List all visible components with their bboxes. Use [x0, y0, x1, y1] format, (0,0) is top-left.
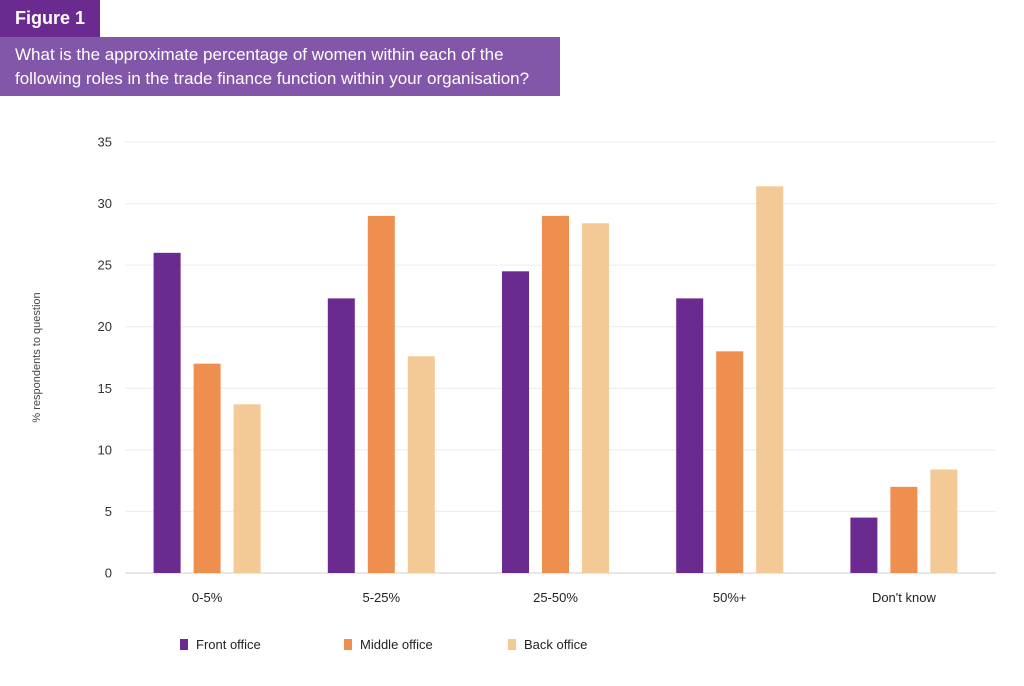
- bar: [716, 351, 743, 573]
- legend-label-back-office: Back office: [524, 637, 587, 652]
- bar: [368, 216, 395, 573]
- legend-label-middle-office: Middle office: [360, 637, 433, 652]
- x-category-label: 0-5%: [192, 590, 223, 605]
- y-tick-label: 20: [98, 319, 112, 334]
- bar: [930, 470, 957, 573]
- bar: [756, 186, 783, 573]
- y-tick-label: 35: [98, 135, 112, 150]
- bar: [328, 298, 355, 573]
- x-category-label: Don't know: [872, 590, 937, 605]
- bar: [542, 216, 569, 573]
- x-category-label: 50%+: [713, 590, 747, 605]
- legend-swatch-front-office: [180, 639, 188, 650]
- y-axis-label: % respondents to question: [31, 292, 43, 422]
- legend-item-front-office: Front office: [180, 637, 344, 652]
- x-category-label: 5-25%: [363, 590, 401, 605]
- bar: [582, 223, 609, 573]
- y-tick-label: 25: [98, 258, 112, 273]
- bar: [234, 404, 261, 573]
- y-tick-label: 15: [98, 381, 112, 396]
- bar: [676, 298, 703, 573]
- bar: [850, 518, 877, 573]
- bar: [502, 271, 529, 573]
- legend-item-middle-office: Middle office: [344, 637, 508, 652]
- bar: [154, 253, 181, 573]
- legend-label-front-office: Front office: [196, 637, 261, 652]
- y-tick-label: 5: [105, 504, 112, 519]
- y-tick-label: 30: [98, 196, 112, 211]
- legend-swatch-back-office: [508, 639, 516, 650]
- bar: [890, 487, 917, 573]
- legend-swatch-middle-office: [344, 639, 352, 650]
- y-tick-label: 10: [98, 442, 112, 457]
- x-category-label: 25-50%: [533, 590, 578, 605]
- bar-chart: 0 5 10 15 20 25 30 35 % respondents to question 0…: [0, 0, 1024, 686]
- bar: [194, 364, 221, 573]
- bar: [408, 356, 435, 573]
- legend-item-back-office: Back office: [508, 637, 672, 652]
- chart-legend: Front office Middle office Back office: [180, 637, 672, 652]
- y-tick-label: 0: [105, 566, 112, 581]
